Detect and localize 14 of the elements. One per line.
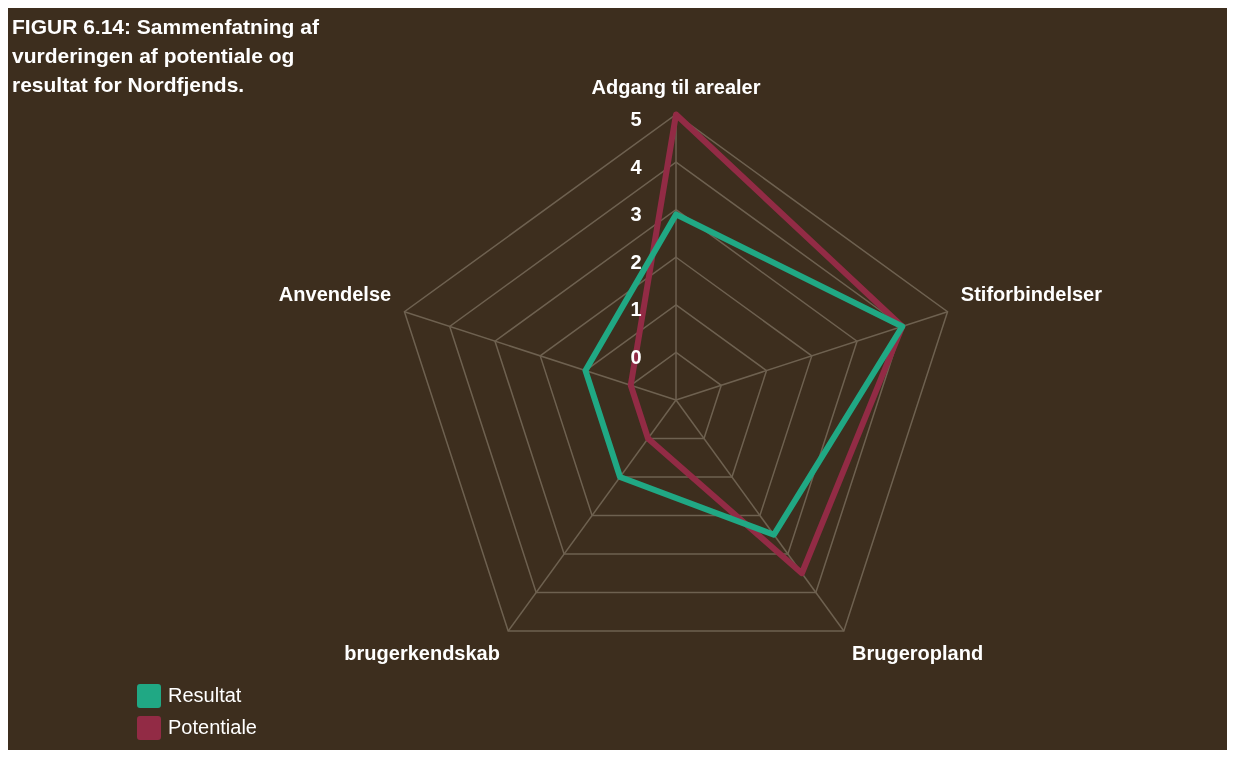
y-tick-label: 3	[630, 203, 642, 226]
spoke-label: brugerkendskab	[344, 641, 500, 664]
y-tick-label: 2	[630, 250, 642, 273]
legend-label: Potentiale	[168, 715, 257, 738]
spoke-label: Anvendelse	[278, 282, 392, 305]
y-tick-label: 0	[630, 345, 642, 368]
chart-title: FIGUR 6.14: Sammenfatning af vurderingen af potentiale og resultat for Nordfjends.	[12, 14, 320, 98]
y-tick-label: 5	[630, 107, 642, 130]
spoke-label: Stiforbindelser	[960, 282, 1103, 305]
legend-label: Resultat	[168, 683, 242, 706]
y-tick-label: 4	[630, 155, 643, 178]
spoke-label: Brugeropland	[852, 641, 984, 664]
y-tick-label: 1	[630, 298, 642, 321]
spoke-label: Adgang til arealer	[591, 75, 761, 98]
